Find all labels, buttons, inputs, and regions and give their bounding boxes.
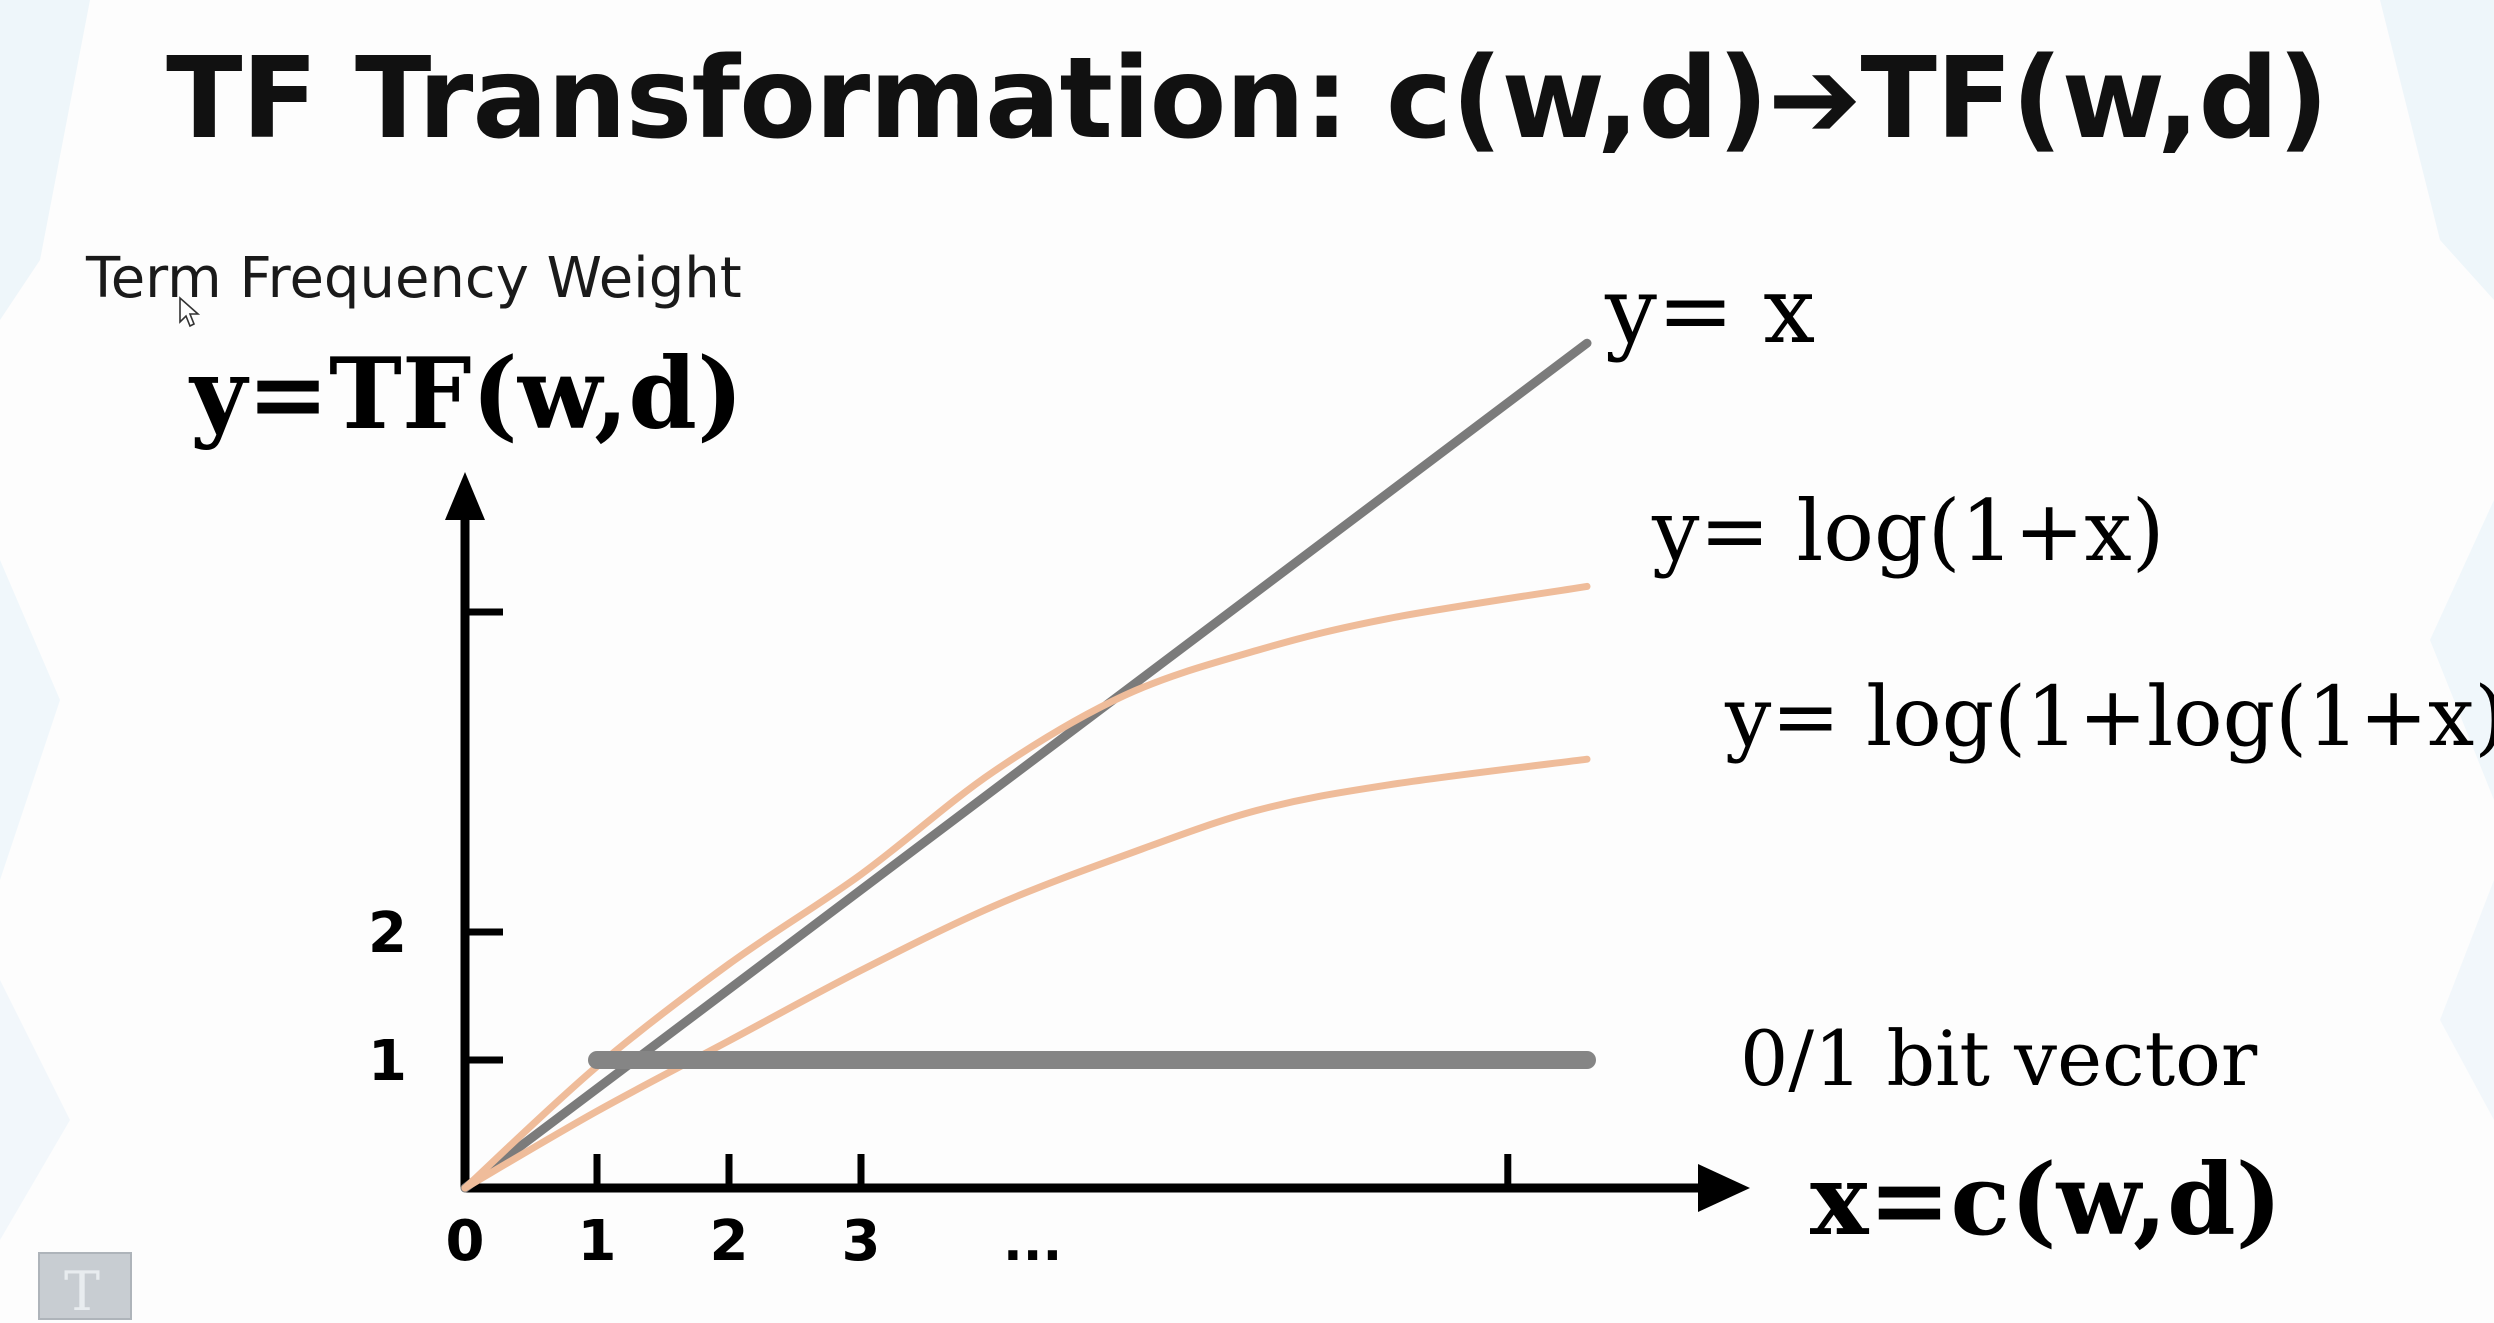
x-tick-label: 1 [578,1209,617,1274]
subtitle-text: Term Frequency Weight [86,246,742,311]
y-axis-arrowhead [445,472,485,520]
slide-title: TF Transformation: c(w,d)➔TF(w,d) [166,34,2329,164]
series-line-double-log [461,755,1591,1192]
x-axis-arrowhead [1698,1164,1750,1212]
y-tick-label: 2 [368,901,407,966]
series-line-identity [460,338,1592,1193]
x-tick-ellipsis: ... [1003,1213,1062,1273]
x-tick-label: 3 [842,1209,881,1274]
x-axis-title: x=c(w,d) [1810,1143,2282,1258]
series-label-bit-vector: 0/1 bit vector [1740,1014,2258,1103]
y-axis-title: y=TF(w,d) [188,337,743,452]
x-tick-label: 2 [710,1209,749,1274]
x-tick-label: 0 [446,1209,485,1274]
series-label-identity: y= x [1604,257,1815,364]
series-label-double-log: y= log(1+log(1+x)) [1724,670,2494,765]
y-tick-label: 1 [368,1029,407,1094]
series-label-log: y= log(1+x) [1651,482,2165,580]
mouse-cursor-icon [179,296,201,328]
series-line-log [461,582,1591,1192]
